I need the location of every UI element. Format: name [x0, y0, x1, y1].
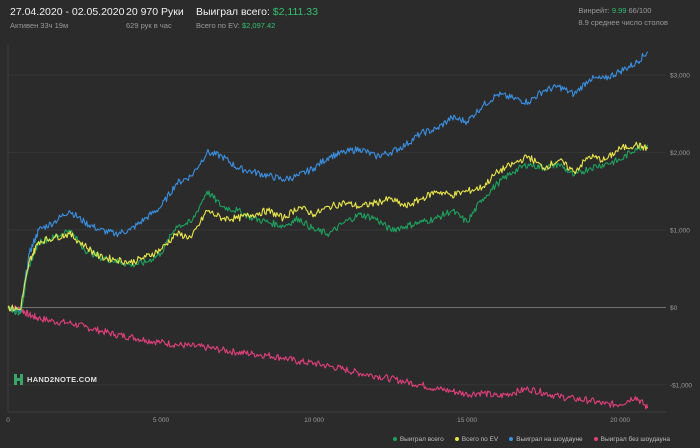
y-tick-label: $2,000	[670, 150, 690, 157]
x-tick-label: 0	[6, 417, 10, 424]
grid-lines	[7, 44, 666, 413]
series-line-ev-total	[7, 141, 649, 312]
y-tick-label: $0	[670, 305, 678, 312]
ev-total-label: Всего по EV:	[196, 21, 240, 30]
stats-header: 27.04.2020 - 02.05.2020 Активен 33ч 19м …	[0, 0, 700, 40]
legend-label-won-total: Выиграл всего	[399, 436, 444, 443]
winrate-value: 9.99	[611, 6, 627, 15]
legend-item-won-total[interactable]: Выиграл всего	[392, 436, 444, 443]
legend-label-non-showdown: Выиграл без шоудауна	[600, 436, 670, 443]
session-block: 27.04.2020 - 02.05.2020 Активен 33ч 19м	[10, 6, 124, 30]
winrate-block: Винрейт: 9.99 66/100 8.9 среднее число с…	[578, 6, 668, 27]
legend-label-showdown: Выиграл на шоудауне	[516, 436, 583, 443]
series-lines	[7, 51, 649, 410]
x-tick-label: 15 000	[457, 417, 477, 424]
hands-count: 20 970 Руки	[126, 6, 184, 18]
won-total: Выиграл всего: $2,111.33	[196, 6, 318, 18]
winrate-unit: 66/100	[628, 6, 652, 15]
hand2note-logo-icon	[14, 374, 23, 385]
winrate-label: Винрейт:	[578, 6, 610, 15]
hand2note-logo: HAND2NOTE.COM	[14, 374, 97, 385]
won-total-value: $2,111.33	[272, 6, 318, 18]
hands-block: 20 970 Руки 629 рук в час	[126, 6, 184, 30]
avg-tables: 8.9 среднее число столов	[578, 18, 668, 27]
x-tick-label: 10 000	[304, 417, 324, 424]
legend-label-ev-total: Всего по EV	[461, 436, 499, 443]
series-line-non-showdown	[7, 305, 649, 410]
winnings-block: Выиграл всего: $2,111.33 Всего по EV: $2…	[196, 6, 318, 30]
x-axis-ticks: 0 5 000 10 000 15 000 20 000	[6, 417, 630, 424]
x-tick-label: 5 000	[153, 417, 170, 424]
legend-item-showdown[interactable]: Выиграл на шоудауне	[509, 436, 583, 443]
y-tick-label: -$1,000	[670, 382, 692, 389]
ev-total: Всего по EV: $2,097.42	[196, 21, 318, 30]
date-range: 27.04.2020 - 02.05.2020	[10, 6, 125, 18]
winrate: Винрейт: 9.99 66/100	[578, 6, 668, 15]
x-tick-label: 20 000	[610, 417, 630, 424]
y-tick-label: $3,000	[670, 72, 690, 79]
active-time: Активен 33ч 19м	[10, 21, 69, 30]
logo-text: HAND2NOTE.COM	[27, 375, 98, 384]
ev-total-value: $2,097.42	[241, 21, 276, 30]
hands-per-hour: 629 рук в час	[126, 21, 172, 30]
series-line-showdown	[7, 51, 649, 313]
legend-item-non-showdown[interactable]: Выиграл без шоудауна	[593, 436, 670, 443]
y-axis-ticks: -$1,000 $0 $1,000 $2,000 $3,000	[670, 72, 692, 389]
won-total-label: Выиграл всего:	[196, 6, 270, 18]
y-tick-label: $1,000	[670, 227, 690, 234]
chart-legend: Выиграл всего Всего по EV Выиграл на шоу…	[392, 436, 670, 443]
legend-item-ev-total[interactable]: Всего по EV	[454, 436, 499, 443]
